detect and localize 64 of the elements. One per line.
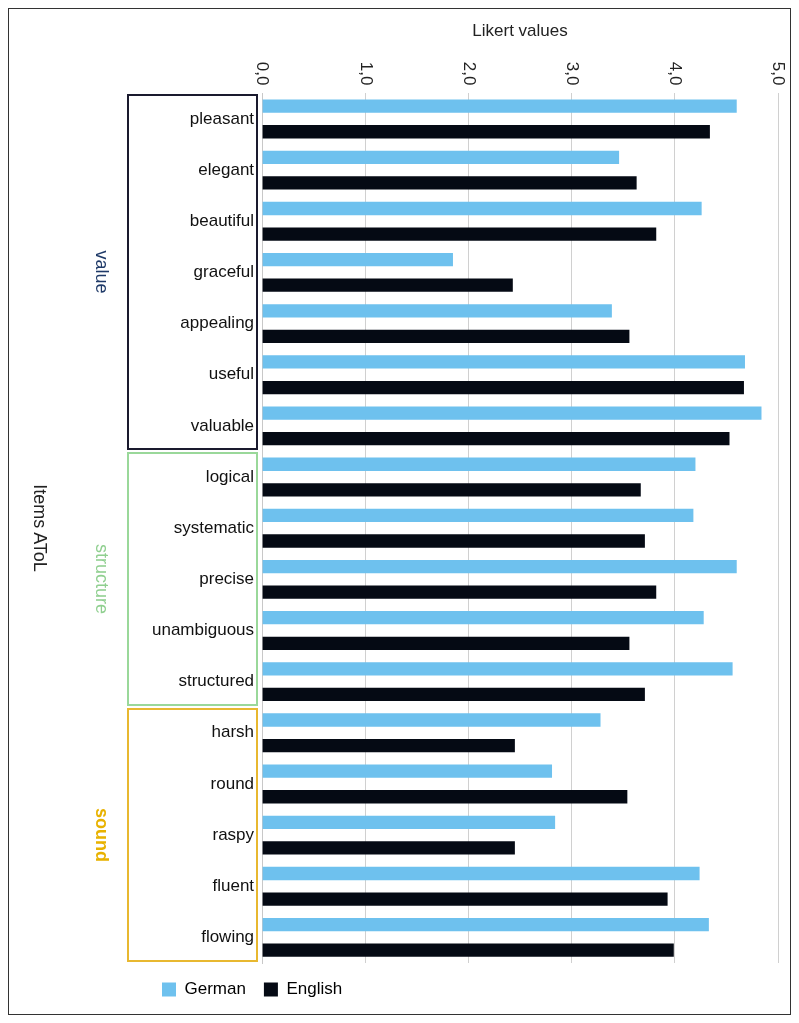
bar	[262, 176, 637, 190]
bar	[262, 380, 744, 395]
bar	[262, 662, 733, 676]
bar	[262, 611, 704, 625]
bar	[262, 738, 515, 753]
bar	[262, 892, 668, 906]
x-tick-label: 0,0	[253, 61, 273, 86]
y-tick-label: round	[210, 773, 255, 793]
legend-label: English	[286, 979, 343, 999]
legend-label: German	[184, 979, 246, 999]
bar	[262, 764, 553, 778]
y-tick-label: beautiful	[189, 210, 255, 230]
bar	[262, 534, 645, 548]
y-tick-label: useful	[208, 364, 255, 384]
text: Items AToL	[29, 484, 50, 573]
bar	[262, 917, 709, 932]
bar	[262, 432, 730, 446]
bar	[262, 841, 515, 855]
x-tick-label: 2,0	[459, 61, 479, 86]
bar	[262, 687, 645, 702]
y-tick-label: logical	[205, 466, 255, 486]
y-tick-label: fluent	[212, 875, 255, 895]
y-tick-label: unambiguous	[152, 620, 255, 640]
bar	[262, 125, 710, 139]
bar	[262, 815, 556, 829]
bar	[262, 227, 657, 241]
x-tick-label: 5,0	[769, 61, 789, 86]
bar	[262, 406, 762, 420]
y-tick-label: precise	[199, 569, 255, 589]
bar	[262, 636, 630, 650]
bar	[262, 943, 674, 957]
bar	[262, 585, 657, 599]
bar	[262, 329, 630, 344]
bar	[262, 790, 628, 804]
bar	[262, 201, 702, 216]
y-tick-label: graceful	[193, 262, 255, 282]
y-tick-label: valuable	[190, 415, 255, 435]
bar	[262, 150, 620, 164]
x-tick-label: 3,0	[562, 61, 582, 86]
bar	[262, 866, 700, 881]
y-tick-label: pleasant	[189, 108, 255, 128]
y-tick-label: elegant	[198, 159, 255, 179]
bar	[262, 559, 737, 574]
bar	[262, 483, 641, 497]
bar	[262, 99, 737, 113]
x-axis-title: Likert values	[472, 20, 568, 40]
bar	[262, 713, 601, 727]
bar	[262, 278, 513, 292]
bar	[262, 355, 745, 369]
bar	[262, 508, 694, 523]
text: value	[91, 250, 112, 294]
bar	[262, 304, 612, 318]
text: structure	[91, 544, 112, 615]
text: sound	[91, 808, 112, 863]
x-tick-label: 1,0	[356, 61, 376, 86]
y-tick-label: flowing	[201, 927, 255, 947]
x-tick-label: 4,0	[666, 61, 686, 86]
y-tick-label: raspy	[212, 824, 255, 844]
bar	[262, 457, 696, 471]
y-tick-label: systematic	[173, 517, 255, 537]
y-tick-label: harsh	[211, 722, 255, 742]
y-tick-label: structured	[178, 671, 255, 691]
bar	[262, 253, 453, 267]
y-tick-label: appealing	[180, 313, 255, 333]
